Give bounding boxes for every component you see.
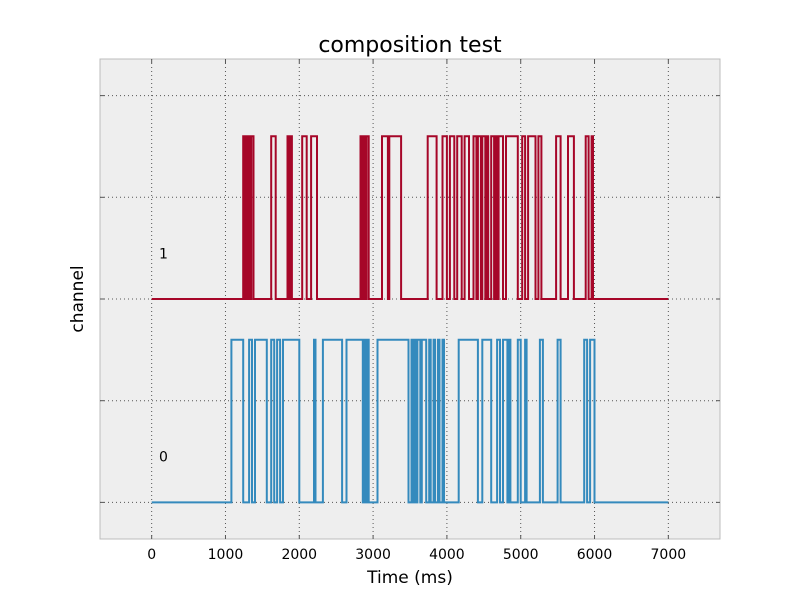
series-label-channel-1: 1 <box>159 246 168 262</box>
x-axis-ticks: 0 1000 2000 3000 4000 5000 6000 7000 <box>147 59 686 563</box>
series-label-channel-0: 0 <box>159 450 168 466</box>
x-tick-label: 4000 <box>429 547 465 563</box>
x-tick-label: 2000 <box>281 547 317 563</box>
x-tick-label: 5000 <box>503 547 539 563</box>
x-tick-label: 6000 <box>577 547 613 563</box>
y-axis-label: channel <box>68 265 88 332</box>
x-tick-label: 7000 <box>651 547 687 563</box>
x-tick-label: 1000 <box>208 547 244 563</box>
y-axis-ticks <box>100 95 720 503</box>
series-line-channel-0 <box>151 338 669 504</box>
x-tick-label: 3000 <box>355 547 391 563</box>
series-line-channel-1 <box>151 135 669 300</box>
chart-title: composition test <box>318 33 502 58</box>
x-tick-label: 0 <box>147 547 156 563</box>
series-layer <box>151 135 669 504</box>
x-axis-label: Time (ms) <box>366 568 453 588</box>
series-labels: 01 <box>159 246 168 465</box>
